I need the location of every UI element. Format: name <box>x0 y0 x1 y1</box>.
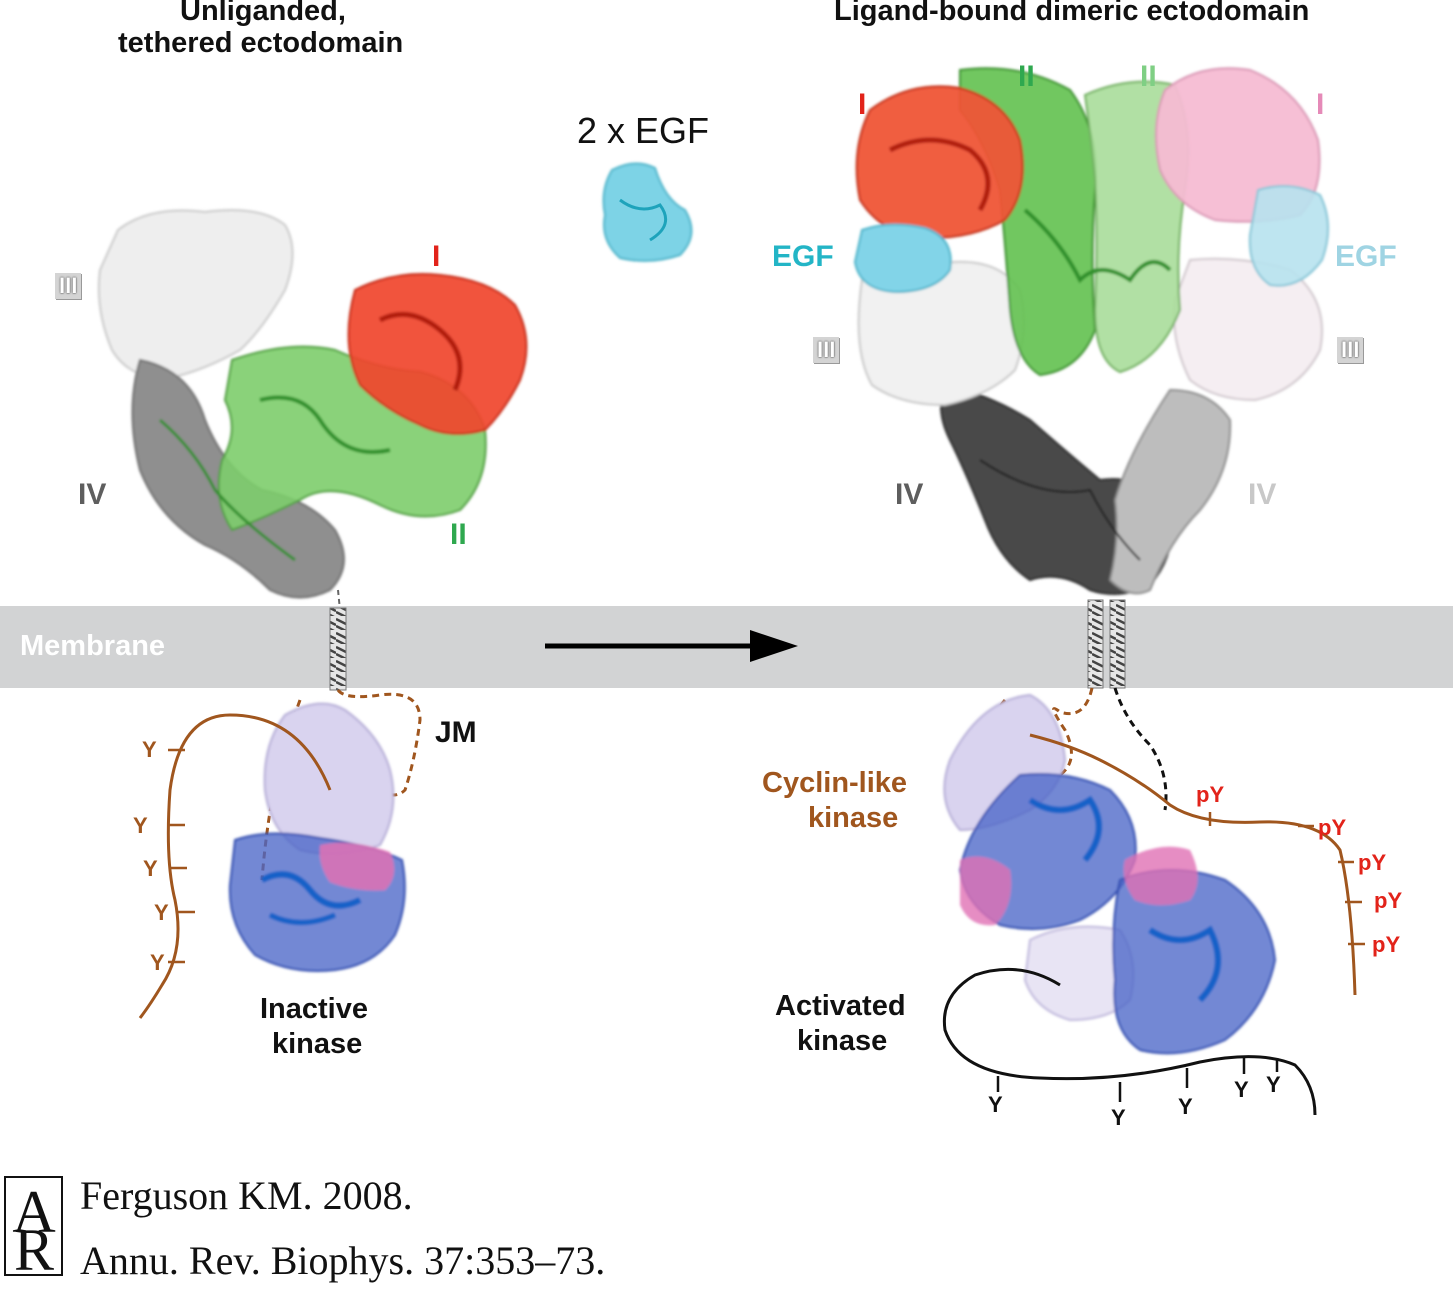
right-tm-helix-right <box>1109 599 1126 689</box>
label-activated-kinase-2: kinase <box>797 1025 888 1057</box>
citation-line-1: Ferguson KM. 2008. <box>80 1173 413 1218</box>
right-ectodomain-dimer <box>853 67 1330 595</box>
activated-kinase-clobe <box>1112 869 1277 1055</box>
egf-ligand-blob <box>602 162 693 262</box>
left-tail-y-4: Y <box>154 900 169 925</box>
right-label-domain-i-left: I <box>858 88 867 121</box>
left-tail-y-3: Y <box>143 856 158 881</box>
right-egf-left <box>853 223 952 294</box>
label-2x-egf: 2 x EGF <box>577 110 710 151</box>
svg-text:R: R <box>14 1217 54 1283</box>
bottom-tail-y-5: Y <box>1266 1072 1281 1097</box>
right-tail-py-4: pY <box>1374 888 1403 913</box>
right-label-domain-iv-left: IV <box>895 478 924 511</box>
left-label-domain-iv: IV <box>78 478 107 511</box>
right-domain-iv-light <box>1108 388 1232 595</box>
bottom-tail-y-3: Y <box>1178 1094 1193 1119</box>
bottom-tail-y-1: Y <box>988 1092 1003 1117</box>
membrane-label: Membrane <box>20 630 166 662</box>
left-ii-ribbon <box>259 395 391 454</box>
label-activated-kinase-1: Activated <box>775 990 906 1022</box>
activation-arrow-head <box>750 630 798 662</box>
right-label-egf-left: EGF <box>772 240 834 273</box>
left-domain-iii-blob <box>97 209 294 380</box>
left-label-domain-i: I <box>432 240 441 273</box>
right-label-domain-iv-right: IV <box>1248 478 1277 511</box>
left-tail-y-1: Y <box>142 737 157 762</box>
label-cyclin-like-1: Cyclin-like <box>762 767 908 799</box>
right-c-tail-phospho <box>1029 733 1357 996</box>
left-iv-ribbon <box>159 418 296 562</box>
right-c-tail-unphospho <box>942 967 1317 1116</box>
jm-label: JM <box>435 716 477 749</box>
left-tail-y-5: Y <box>150 950 165 975</box>
citation-line-2: Annu. Rev. Biophys. 37:353–73. <box>80 1238 606 1283</box>
left-tm-helix <box>329 607 347 691</box>
activated-kinase-dimer <box>943 693 1277 1055</box>
label-inactive-kinase-1: Inactive <box>260 993 368 1025</box>
left-ectodomain <box>97 209 528 599</box>
bottom-tail-y-4: Y <box>1234 1077 1249 1102</box>
title-unliganded-line1: Unliganded, <box>180 0 346 27</box>
svg-text:A: A <box>12 1179 55 1245</box>
left-i-ribbon <box>378 311 463 391</box>
inactive-kinase-activation-loop <box>319 842 394 891</box>
right-label-domain-ii-left: II <box>1018 60 1035 93</box>
right-tail-py-5: pY <box>1372 932 1401 957</box>
right-domain-i-left <box>855 85 1024 240</box>
right-label-domain-iii-left: III <box>813 337 840 363</box>
right-label-domain-ii-right: II <box>1140 60 1157 93</box>
left-label-domain-iii: III <box>55 273 82 299</box>
right-domain-iii-left <box>857 260 1025 407</box>
right-tail-py-1: pY <box>1196 782 1225 807</box>
bottom-tail-y-2: Y <box>1111 1105 1126 1130</box>
title-unliganded-line2: tethered ectodomain <box>118 27 404 59</box>
inactive-kinase <box>228 702 406 972</box>
left-tail-y-2: Y <box>133 813 148 838</box>
cyclin-like-kinase-pink <box>960 856 1011 926</box>
right-label-domain-iii-right: III <box>1337 337 1364 363</box>
label-inactive-kinase-2: kinase <box>272 1028 363 1060</box>
ar-logo: A R <box>4 1176 63 1283</box>
activated-kinase-pink <box>1123 846 1198 905</box>
right-tail-py-2: pY <box>1318 815 1347 840</box>
right-label-egf-right: EGF <box>1335 240 1397 273</box>
inactive-kinase-nlobe <box>263 702 395 855</box>
left-jm-loop <box>336 688 422 797</box>
right-label-domain-i-right: I <box>1316 88 1325 121</box>
right-egf-right <box>1248 185 1330 287</box>
title-ligand-bound: Ligand-bound dimeric ectodomain <box>834 0 1310 27</box>
label-cyclin-like-2: kinase <box>808 802 899 834</box>
left-label-domain-ii: II <box>450 518 467 551</box>
right-tm-helix-left <box>1087 599 1104 689</box>
right-tail-py-3: pY <box>1358 850 1387 875</box>
